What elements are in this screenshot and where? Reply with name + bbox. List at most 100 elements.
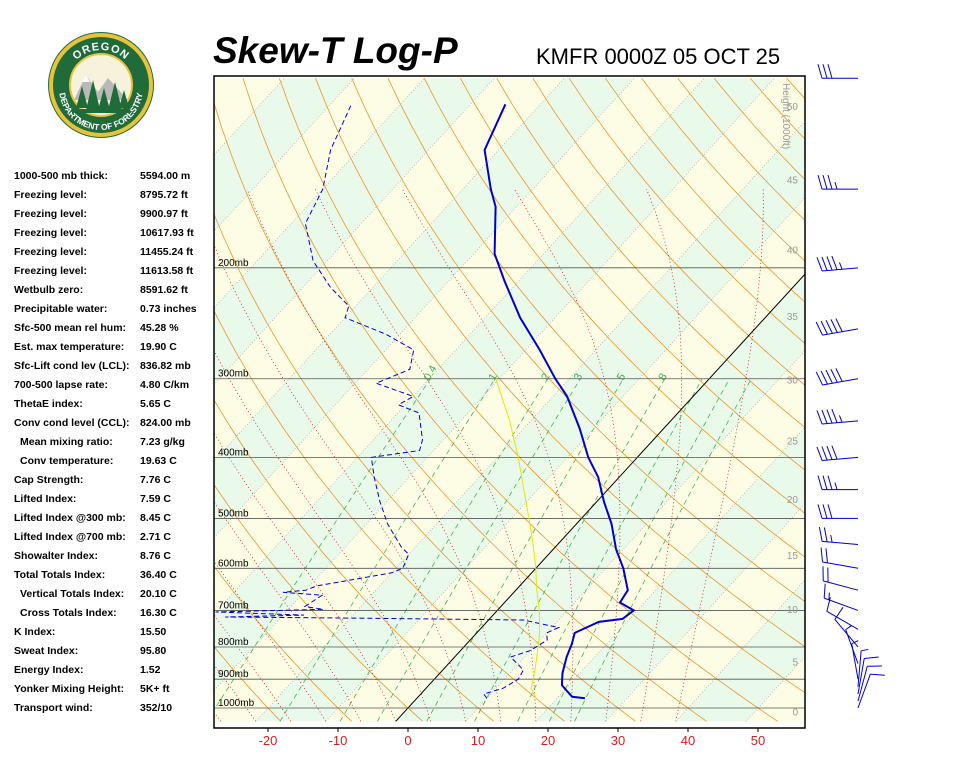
- temperature-band: [214, 78, 805, 722]
- x-tick-label: 50: [751, 733, 765, 748]
- wind-barb: [826, 597, 859, 630]
- height-tick-label: 35: [787, 312, 799, 323]
- x-tick-label: 30: [611, 733, 625, 748]
- x-axis-ticks: -20 -10 0 10 20 30 40 50: [259, 728, 765, 748]
- dry-adiabat: [532, 77, 805, 386]
- index-row: Sfc-500 mean rel hum: 45.28 %: [14, 320, 214, 339]
- index-label: Cap Strength:: [14, 474, 84, 486]
- wind-barb: [823, 583, 859, 611]
- x-tick-label: 20: [541, 733, 555, 748]
- height-tick-label: 30: [787, 376, 799, 387]
- index-label: Sfc-500 mean rel hum:: [14, 322, 127, 334]
- index-label: Conv temperature:: [20, 455, 114, 467]
- index-row: Lifted Index: 7.59 C: [14, 491, 214, 510]
- index-row: Cross Totals Index: 16.30 C: [14, 605, 214, 624]
- isotherm-line: [465, 350, 805, 722]
- index-row: Transport wind: 352/10: [14, 700, 214, 719]
- height-tick-label: 15: [787, 551, 799, 562]
- dry-adiabat: [214, 483, 423, 722]
- index-value: 15.50: [140, 626, 167, 638]
- mixing-ratio-line: [517, 378, 703, 722]
- index-value: 95.80: [140, 645, 167, 657]
- index-label: Conv cond level (CCL):: [14, 417, 130, 429]
- index-value: 11455.24 ft: [140, 246, 194, 258]
- index-label: Mean mixing ratio:: [20, 436, 113, 448]
- index-value: 19.90 C: [140, 341, 177, 353]
- index-label: Sfc-Lift cond lev (LCL):: [14, 360, 130, 372]
- index-value: 4.80 C/km: [140, 379, 190, 391]
- height-tick-label: 0: [792, 708, 798, 719]
- index-label: Wetbulb zero:: [14, 284, 84, 296]
- index-label: 700-500 lapse rate:: [14, 379, 108, 391]
- index-value: 10617.93 ft: [140, 227, 194, 239]
- mixing-ratio-lines: 0.4 1 2 3 5 8: [214, 363, 752, 722]
- indices-panel: 1000-500 mb thick: 5594.00 m Freezing leve…: [14, 168, 214, 719]
- dry-adiabat: [214, 645, 281, 722]
- oregon-forestry-logo: OREGON DEPARTMENT OF FORESTRY: [46, 30, 156, 140]
- isobar-label: 800mb: [218, 637, 249, 648]
- index-row: Energy Index: 1.52: [14, 662, 214, 681]
- index-value: 2.71 C: [140, 531, 171, 543]
- mixing-ratio-line: [574, 378, 752, 722]
- dry-adiabat: [214, 309, 565, 722]
- index-label: Transport wind:: [14, 702, 93, 714]
- index-row: Sfc-Lift cond lev (LCL): 836.82 mb: [14, 358, 214, 377]
- index-value: 8.76 C: [140, 550, 171, 562]
- isotherm-line: [325, 197, 805, 722]
- index-label: 1000-500 mb thick:: [14, 170, 108, 182]
- mixing-ratio-line: [549, 378, 730, 722]
- plot-frame: [213, 75, 806, 729]
- index-value: 7.76 C: [140, 474, 171, 486]
- index-value: 8795.72 ft: [140, 189, 188, 201]
- index-label: Yonker Mixing Height:: [14, 683, 125, 695]
- temperature-band: [214, 78, 635, 538]
- sounding-profiles: [215, 103, 636, 700]
- x-tick-label: -10: [329, 733, 348, 748]
- index-value: 7.59 C: [140, 493, 171, 505]
- index-label: K Index:: [14, 626, 56, 638]
- index-label: Freezing level:: [14, 208, 87, 220]
- chart-title: Skew-T Log-P: [213, 30, 458, 71]
- dry-adiabat: [460, 78, 805, 471]
- index-row: Precipitable water: 0.73 inches: [14, 301, 214, 320]
- dry-adiabat: [214, 565, 352, 722]
- isobar-label: 400mb: [218, 447, 249, 458]
- isotherm-line: [214, 78, 775, 691]
- isobar-label: 600mb: [218, 558, 249, 569]
- index-label: Lifted Index:: [14, 493, 77, 505]
- x-tick-label: 0: [404, 733, 411, 748]
- index-value: 5.65 C: [140, 398, 171, 410]
- isobar-label: 700mb: [218, 600, 249, 611]
- index-label: Total Totals Index:: [14, 569, 106, 581]
- wind-barb: [820, 547, 859, 569]
- dry-adiabat: [214, 101, 707, 722]
- wind-barbs: [815, 64, 885, 709]
- x-tick-label: 40: [681, 733, 695, 748]
- index-row: K Index: 15.50: [14, 624, 214, 643]
- index-label: Lifted Index @700 mb:: [14, 531, 126, 543]
- isotherms: [214, 78, 805, 722]
- index-row: 1000-500 mb thick: 5594.00 m: [14, 168, 214, 187]
- isobar-label: 1000mb: [218, 698, 255, 709]
- index-label: Freezing level:: [14, 246, 87, 258]
- mixing-ratio-line: [474, 378, 666, 722]
- dry-adiabat: [423, 78, 805, 514]
- index-row: Freezing level: 11613.58 ft: [14, 263, 214, 282]
- index-value: 36.40 C: [140, 569, 177, 581]
- dry-adiabat: [315, 78, 805, 648]
- index-label: Est. max temperature:: [14, 341, 125, 353]
- temperature-band: [675, 580, 805, 722]
- index-value: 5K+ ft: [140, 683, 170, 695]
- mixing-ratio-label: 8: [656, 371, 669, 382]
- index-value: 16.30 C: [140, 607, 177, 619]
- mixing-ratio-line: [279, 378, 496, 722]
- index-row: ThetaE index: 5.65 C: [14, 396, 214, 415]
- height-tick-label: 20: [787, 495, 799, 506]
- dry-adiabat: [568, 77, 805, 345]
- index-label: Lifted Index @300 mb:: [14, 512, 126, 524]
- dry-adiabat: [242, 78, 778, 722]
- index-value: 11613.58 ft: [140, 265, 194, 277]
- index-value: 352/10: [140, 702, 173, 714]
- dry-adiabat: [214, 213, 636, 722]
